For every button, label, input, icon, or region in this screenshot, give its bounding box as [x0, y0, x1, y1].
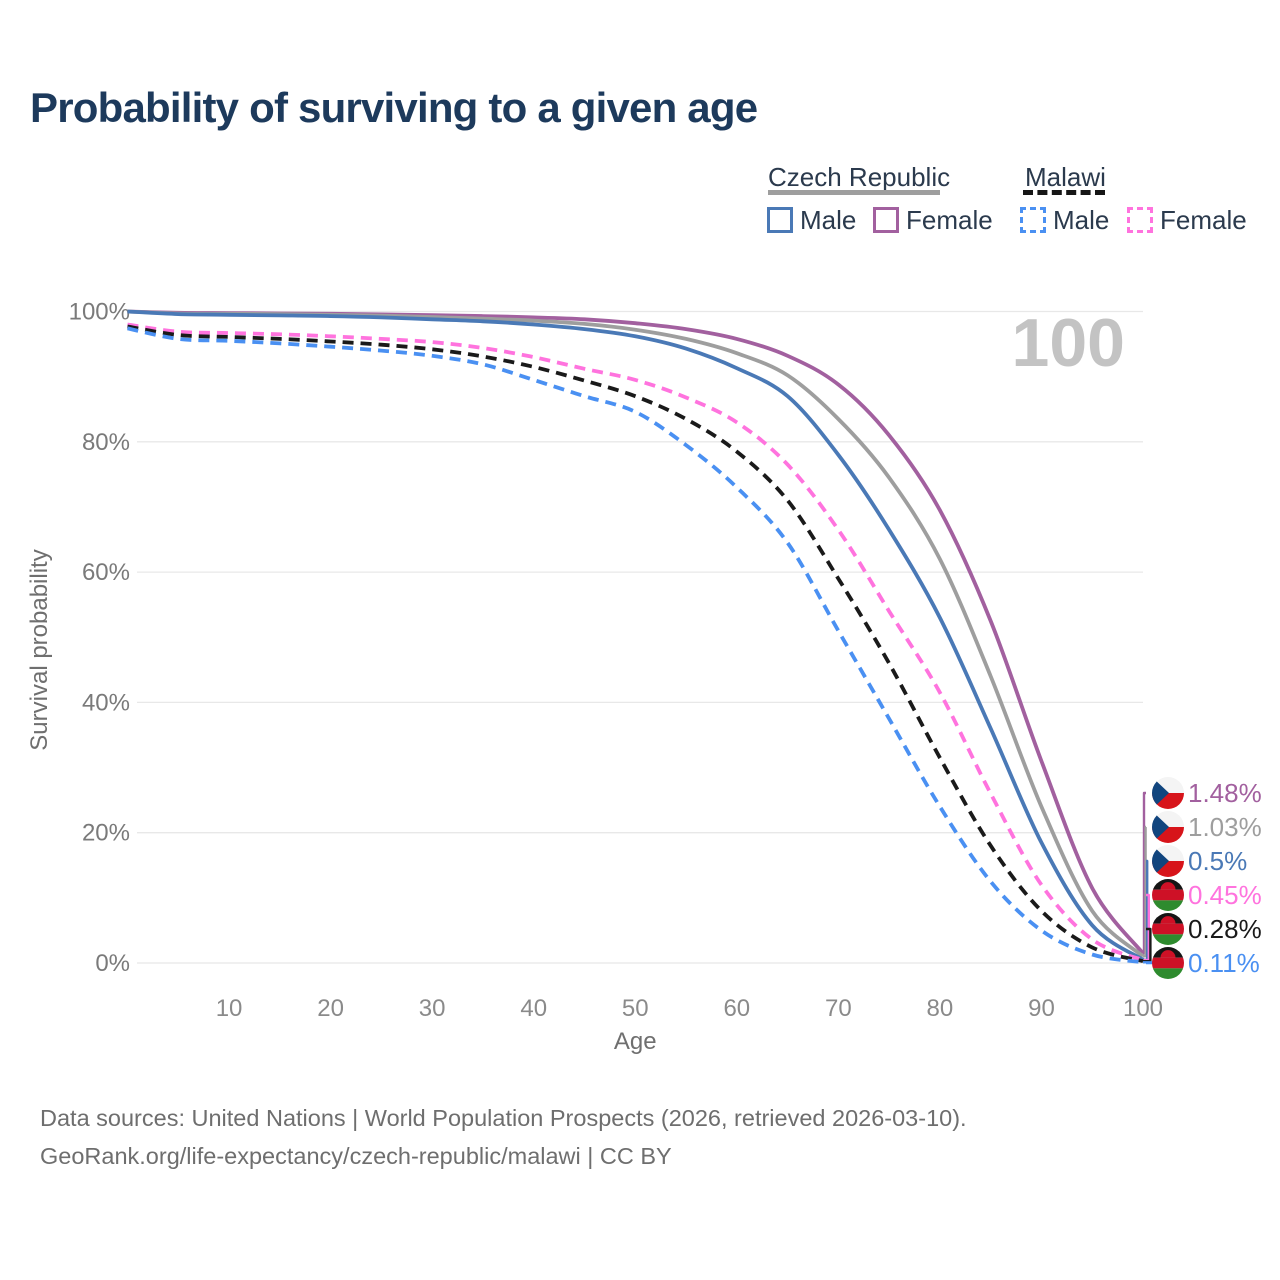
end-label-value-czech-republic-male: 0.5% [1188, 846, 1247, 876]
czech-republic-flag-icon [1152, 845, 1184, 877]
y-tick-label: 100% [69, 299, 130, 326]
end-label-value-czech-republic-female: 1.48% [1188, 778, 1262, 808]
legend-swatch-malawi-male[interactable] [1020, 207, 1046, 233]
legend-swatch-czech-male[interactable] [767, 207, 793, 233]
legend-swatch-czech-female[interactable] [873, 207, 899, 233]
end-label-czech-republic-male: 0.5% [1152, 845, 1247, 877]
legend-solid-line-sample [768, 190, 940, 195]
end-label-value-malawi-both-sexes: 0.28% [1188, 914, 1262, 944]
end-label-connector-czech-republic-female [1142, 791, 1146, 955]
age-counter-watermark: 100 [1012, 305, 1125, 381]
legend-label-czech-male: Male [800, 205, 857, 235]
x-tick-label: 40 [520, 995, 547, 1022]
legend-dashed-line-sample [1023, 190, 1105, 195]
malawi-flag-icon [1152, 913, 1184, 945]
y-tick-label: 0% [95, 950, 130, 977]
legend-label-czech-female: Female [906, 205, 993, 235]
x-tick-label: 100 [1123, 995, 1163, 1022]
y-tick-label: 40% [82, 689, 130, 716]
end-label-malawi-male: 0.11% [1152, 947, 1260, 979]
legend-group-czech-republic-label: Czech Republic [768, 162, 951, 192]
curve-malawi-male [127, 326, 1144, 965]
curve-malawi-female [127, 322, 1144, 962]
page-title: Probability of surviving to a given age [30, 84, 758, 131]
x-axis-title: Age [614, 1028, 657, 1055]
czech-republic-flag-icon [1152, 777, 1184, 809]
x-tick-label: 50 [622, 995, 649, 1022]
end-label-czech-republic-both-sexes: 1.03% [1152, 811, 1262, 843]
end-label-malawi-female: 0.45% [1152, 879, 1262, 911]
x-tick-label: 90 [1028, 995, 1055, 1022]
end-label-value-malawi-female: 0.45% [1188, 880, 1262, 910]
curve-czech-republic-male [127, 309, 1145, 962]
curve-malawi-both-sexes [127, 324, 1144, 964]
malawi-flag-icon [1152, 947, 1184, 979]
legend-label-malawi-female: Female [1160, 205, 1247, 235]
legend-label-malawi-male: Male [1053, 205, 1110, 235]
x-tick-label: 80 [927, 995, 954, 1022]
end-label-value-malawi-male: 0.11% [1188, 948, 1260, 978]
end-label-connector-czech-republic-both-sexes [1143, 825, 1147, 958]
curve-czech-republic-female [127, 309, 1145, 955]
data-sources-footer: Data sources: United Nations | World Pop… [40, 1099, 967, 1175]
end-label-czech-republic-female: 1.48% [1152, 777, 1262, 809]
y-tick-label: 80% [82, 429, 130, 456]
legend-swatch-malawi-female[interactable] [1127, 207, 1153, 233]
malawi-flag-icon [1152, 879, 1184, 911]
end-label-value-czech-republic-both-sexes: 1.03% [1188, 812, 1262, 842]
curve-czech-republic-both-sexes [127, 309, 1145, 958]
czech-republic-flag-icon [1152, 811, 1184, 843]
y-axis-title: Survival probability [26, 549, 53, 750]
x-tick-label: 30 [419, 995, 446, 1022]
y-tick-label: 60% [82, 559, 130, 586]
footer-line-1: Data sources: United Nations | World Pop… [40, 1105, 967, 1131]
legend-group-malawi-label: Malawi [1025, 162, 1106, 192]
footer-line-2: GeoRank.org/life-expectancy/czech-republ… [40, 1143, 672, 1169]
y-tick-label: 20% [82, 820, 130, 847]
x-tick-label: 70 [825, 995, 852, 1022]
x-tick-label: 60 [723, 995, 750, 1022]
end-label-connector-malawi-male [1143, 961, 1154, 965]
x-tick-label: 10 [216, 995, 243, 1022]
end-label-malawi-both-sexes: 0.28% [1152, 913, 1262, 945]
x-tick-label: 20 [317, 995, 344, 1022]
